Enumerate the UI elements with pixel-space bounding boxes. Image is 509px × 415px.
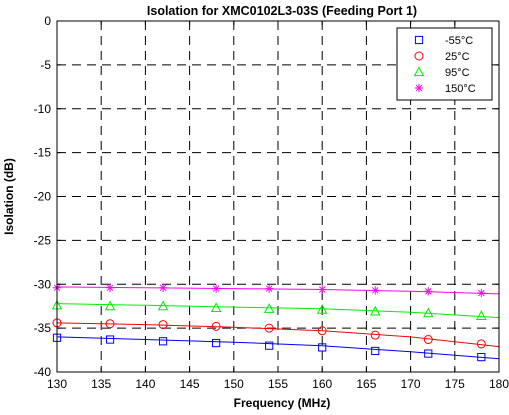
data-point-series-1 (370, 330, 380, 340)
legend-label: 25°C (445, 51, 470, 63)
y-tick-label: -15 (34, 146, 52, 160)
data-point-series-2 (210, 302, 222, 313)
x-tick-label: 150 (224, 377, 244, 391)
data-point-series-0 (105, 335, 115, 344)
legend-label: 95°C (445, 67, 470, 79)
data-point-series-1 (317, 326, 327, 336)
data-point-series-2 (370, 305, 381, 316)
x-tick-label: 135 (91, 377, 111, 391)
legend-marker-0 (414, 35, 424, 45)
y-tick-label: -35 (34, 321, 52, 335)
x-tick-label: 170 (401, 377, 421, 391)
y-tick-label: 0 (44, 14, 51, 28)
legend-marker-2 (413, 66, 425, 77)
y-tick-label: -40 (34, 365, 52, 379)
x-tick-label: 130 (47, 377, 67, 391)
data-point-series-3 (424, 287, 433, 296)
data-point-series-1 (158, 320, 168, 330)
data-point-series-2 (263, 303, 275, 313)
data-point-series-0 (265, 341, 274, 350)
data-point-series-1 (211, 321, 221, 331)
data-point-series-2 (104, 300, 116, 311)
data-point-series-3 (105, 283, 115, 292)
data-point-series-1 (423, 335, 433, 345)
y-tick-label: -10 (34, 102, 52, 116)
data-point-series-0 (477, 352, 486, 362)
data-point-series-0 (371, 346, 380, 356)
data-point-series-3-stroke (159, 284, 167, 292)
x-tick-label: 140 (135, 377, 155, 391)
data-point-series-1 (264, 323, 274, 333)
data-point-series-1 (105, 319, 115, 329)
y-tick-label: -20 (34, 190, 52, 204)
x-tick-label: 155 (268, 377, 288, 391)
legend-label: -55°C (445, 35, 473, 47)
y-tick-label: -30 (34, 277, 52, 291)
legend-marker-3-stroke (415, 84, 423, 92)
y-axis-label: Isolation (dB) (2, 158, 16, 235)
x-axis-ticks: 130 135 140 145 150 155 160 165 170 175 180 (47, 21, 509, 391)
y-tick-label: -5 (40, 58, 51, 72)
x-tick-label: 175 (445, 377, 465, 391)
data-point-series-3-stroke (212, 285, 220, 292)
series-line-1 (56, 322, 500, 348)
data-point-series-1 (476, 339, 486, 349)
data-point-series-3 (318, 285, 327, 294)
chart-title: Isolation for XMC0102L3-03S (Feeding Por… (147, 4, 417, 18)
series-line-0 (56, 336, 500, 360)
data-point-series-3-stroke (106, 284, 114, 292)
legend-label: 150°C (445, 83, 476, 95)
y-axis-ticks: 0 -5 -10 -15 -20 -25 -30 -35 -40 (34, 14, 499, 379)
data-markers (51, 283, 487, 362)
data-point-series-0 (158, 337, 168, 346)
data-point-series-3-stroke (318, 286, 326, 293)
legend-box (396, 27, 493, 101)
data-point-series-2 (476, 310, 487, 320)
data-point-series-2 (157, 300, 169, 311)
x-tick-label: 165 (356, 377, 376, 391)
data-point-series-2 (316, 304, 328, 314)
data-point-series-3 (371, 286, 380, 295)
data-point-series-0 (424, 349, 433, 358)
legend-marker-1 (414, 51, 424, 61)
data-point-series-3 (264, 284, 274, 293)
x-tick-label: 145 (180, 377, 200, 391)
data-point-series-3-stroke (424, 287, 432, 295)
data-point-series-3-stroke (371, 287, 379, 294)
data-point-series-3 (158, 283, 168, 292)
x-axis-label: Frequency (MHz) (234, 396, 331, 410)
legend: -55°C 25°C 95°C 150°C (396, 27, 493, 101)
data-point-series-0 (318, 343, 327, 352)
y-tick-label: -25 (34, 233, 52, 247)
data-point-series-3-stroke (478, 289, 485, 297)
data-point-series-0 (212, 338, 221, 348)
x-tick-label: 160 (312, 377, 332, 391)
data-point-series-2 (423, 307, 434, 318)
data-point-series-3 (477, 288, 486, 298)
data-point-series-3-stroke (265, 285, 273, 292)
data-point-series-3 (211, 284, 221, 293)
legend-marker-3 (414, 83, 424, 93)
x-tick-label: 180 (489, 377, 509, 391)
